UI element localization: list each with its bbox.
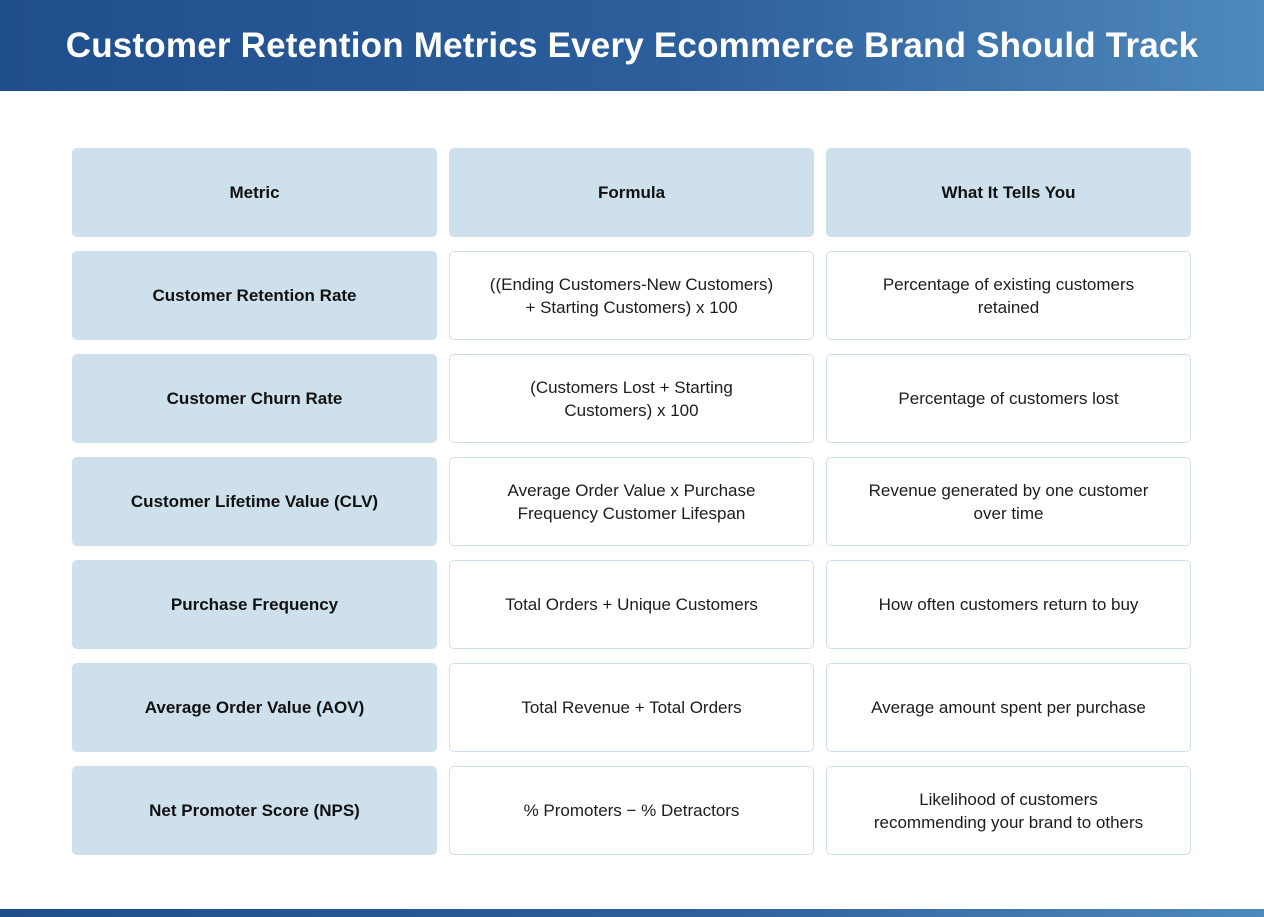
meaning-cell: Average amount spent per purchase [826,663,1191,752]
formula-cell: Average Order Value x Purchase Frequency… [449,457,814,546]
metric-cell: Customer Retention Rate [72,251,437,340]
page-title: Customer Retention Metrics Every Ecommer… [65,25,1199,65]
metrics-table: Metric Formula What It Tells You Custome… [72,148,1191,855]
column-header-formula: Formula [449,148,814,237]
meaning-cell: Likelihood of customers recommending you… [826,766,1191,855]
formula-cell: (Customers Lost + Starting Customers) x … [449,354,814,443]
metric-cell: Average Order Value (AOV) [72,663,437,752]
meaning-cell: Percentage of customers lost [826,354,1191,443]
meaning-cell: Percentage of existing customers retaine… [826,251,1191,340]
meaning-cell: How often customers return to buy [826,560,1191,649]
footer-bar [0,909,1264,917]
metric-cell: Purchase Frequency [72,560,437,649]
meaning-cell: Revenue generated by one customer over t… [826,457,1191,546]
column-header-metric: Metric [72,148,437,237]
column-header-meaning: What It Tells You [826,148,1191,237]
metric-cell: Net Promoter Score (NPS) [72,766,437,855]
formula-cell: Total Orders + Unique Customers [449,560,814,649]
title-banner: Customer Retention Metrics Every Ecommer… [0,0,1264,91]
formula-cell: ((Ending Customers-New Customers) + Star… [449,251,814,340]
metric-cell: Customer Lifetime Value (CLV) [72,457,437,546]
formula-cell: % Promoters − % Detractors [449,766,814,855]
formula-cell: Total Revenue + Total Orders [449,663,814,752]
metric-cell: Customer Churn Rate [72,354,437,443]
